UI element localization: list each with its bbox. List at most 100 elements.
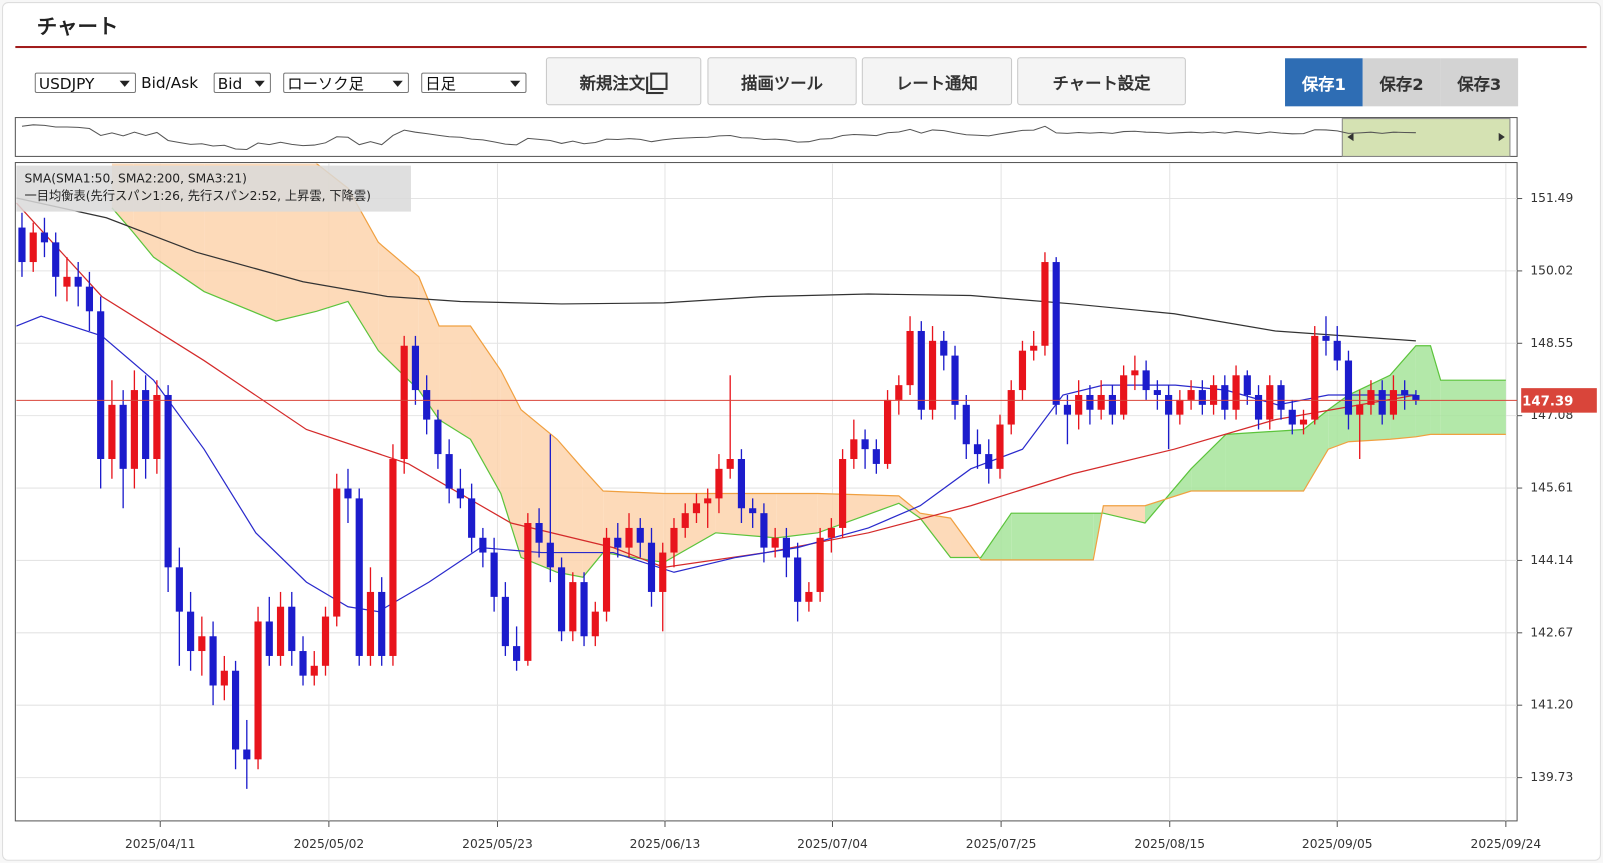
y-tick-label: 151.49 [1530, 191, 1573, 205]
candle-body [366, 591, 375, 656]
candle-body [771, 537, 779, 548]
candle-body [726, 459, 734, 469]
y-tick-label: 144.14 [1530, 553, 1573, 567]
candle-body [715, 468, 723, 499]
cloud-segment [898, 495, 921, 519]
symbol-select[interactable]: USDJPY [34, 72, 136, 94]
candle-body [276, 606, 285, 656]
candle-body [749, 508, 757, 514]
candle-body [704, 498, 712, 504]
candle-body [1041, 262, 1049, 346]
span1-line [111, 207, 1506, 578]
draw-tool-button[interactable]: 描画ツール [707, 57, 857, 106]
x-tick-label: 2025/06/13 [630, 837, 701, 851]
button-label: 新規注文 [579, 73, 646, 93]
candle-body [1299, 419, 1308, 425]
candle-body [906, 330, 914, 386]
candle-body [456, 488, 464, 499]
candle-body [760, 513, 768, 548]
period-select[interactable]: 日足 [421, 72, 527, 94]
legend-box [16, 165, 411, 212]
candle-body [917, 330, 925, 410]
candle-body [468, 498, 476, 538]
candle-body [1209, 385, 1218, 405]
cloud-segment [1440, 380, 1506, 435]
candle-body [827, 527, 835, 538]
candle-body [1288, 409, 1296, 425]
chart: 151.49150.02148.55147.08145.61144.14142.… [14, 117, 1597, 851]
candle-body [423, 390, 431, 420]
rate-alert-button[interactable]: レート通知 [861, 57, 1013, 106]
candle-body [524, 523, 532, 661]
candle-body [321, 616, 330, 666]
last-price-label: 147.39 [1522, 394, 1573, 409]
x-tick-label: 2025/05/02 [294, 837, 365, 851]
candle-body [636, 527, 644, 543]
candle-body [1389, 390, 1398, 415]
save-tab[interactable]: 保存3 [1440, 58, 1519, 107]
cloud-segment [1191, 434, 1226, 492]
candle-body [1075, 394, 1083, 415]
last-price-box [1521, 388, 1597, 413]
candle-body [1030, 345, 1038, 351]
navigator-frame [14, 117, 1518, 157]
candle-body [63, 276, 71, 287]
candle-body [1277, 385, 1285, 410]
bid-ask-select[interactable]: Bid [213, 72, 271, 94]
navigator-window[interactable] [1341, 118, 1511, 157]
y-tick-label: 150.02 [1530, 263, 1573, 277]
candle-body [1322, 335, 1330, 341]
cloud-segment [557, 439, 583, 578]
candle-body [546, 542, 554, 568]
candle-body [872, 449, 880, 464]
candle-body [434, 419, 442, 455]
button-label: レート通知 [896, 73, 978, 93]
save-tab[interactable]: 保存1 [1285, 58, 1363, 107]
candle-body [1018, 350, 1027, 391]
candle-body [883, 399, 892, 464]
x-tick-label: 2025/07/25 [966, 837, 1037, 851]
x-tick-label: 2025/07/04 [797, 837, 868, 851]
candle-body [1187, 390, 1195, 400]
candle-body [557, 567, 566, 632]
candle-body [1333, 340, 1341, 361]
candle-body [52, 242, 60, 277]
new-order-button[interactable]: 新規注文 [545, 57, 702, 106]
navigator-line [21, 124, 1416, 150]
candle-body [344, 488, 352, 499]
candle-body [513, 646, 521, 661]
candle-body [231, 670, 240, 750]
candle-body [1063, 404, 1072, 415]
candle-body [1356, 404, 1364, 415]
candle-body [670, 527, 678, 553]
cloud-segment [418, 276, 440, 420]
candle-body [1153, 390, 1161, 395]
candle-body [119, 404, 127, 469]
candle-body [805, 591, 813, 602]
candle-body [1097, 394, 1105, 410]
cloud-segment [500, 370, 522, 558]
candle-body [647, 542, 656, 592]
candle-body [591, 611, 599, 637]
candle-body [1108, 394, 1116, 415]
candle-body [928, 340, 937, 410]
button-label: 描画ツール [741, 73, 823, 93]
candle-body [1254, 394, 1263, 420]
chart-settings-button[interactable]: チャート設定 [1017, 57, 1186, 106]
bid-ask-label: Bid/Ask [141, 73, 199, 93]
candle-body [389, 459, 397, 656]
chart-kind-select[interactable]: ローソク足 [283, 72, 409, 94]
candle-body [40, 232, 49, 243]
candle-body [861, 439, 869, 450]
candle-body [692, 503, 701, 514]
candle-body [164, 394, 172, 568]
candle-body [108, 404, 116, 460]
candle-body [737, 459, 746, 509]
cloud-segment [439, 326, 471, 440]
candle-body [996, 424, 1004, 469]
candle-body [850, 439, 858, 460]
candle-body [940, 340, 948, 356]
candle-body [378, 591, 386, 656]
save-tab[interactable]: 保存2 [1362, 58, 1441, 107]
candle-body [299, 651, 307, 676]
